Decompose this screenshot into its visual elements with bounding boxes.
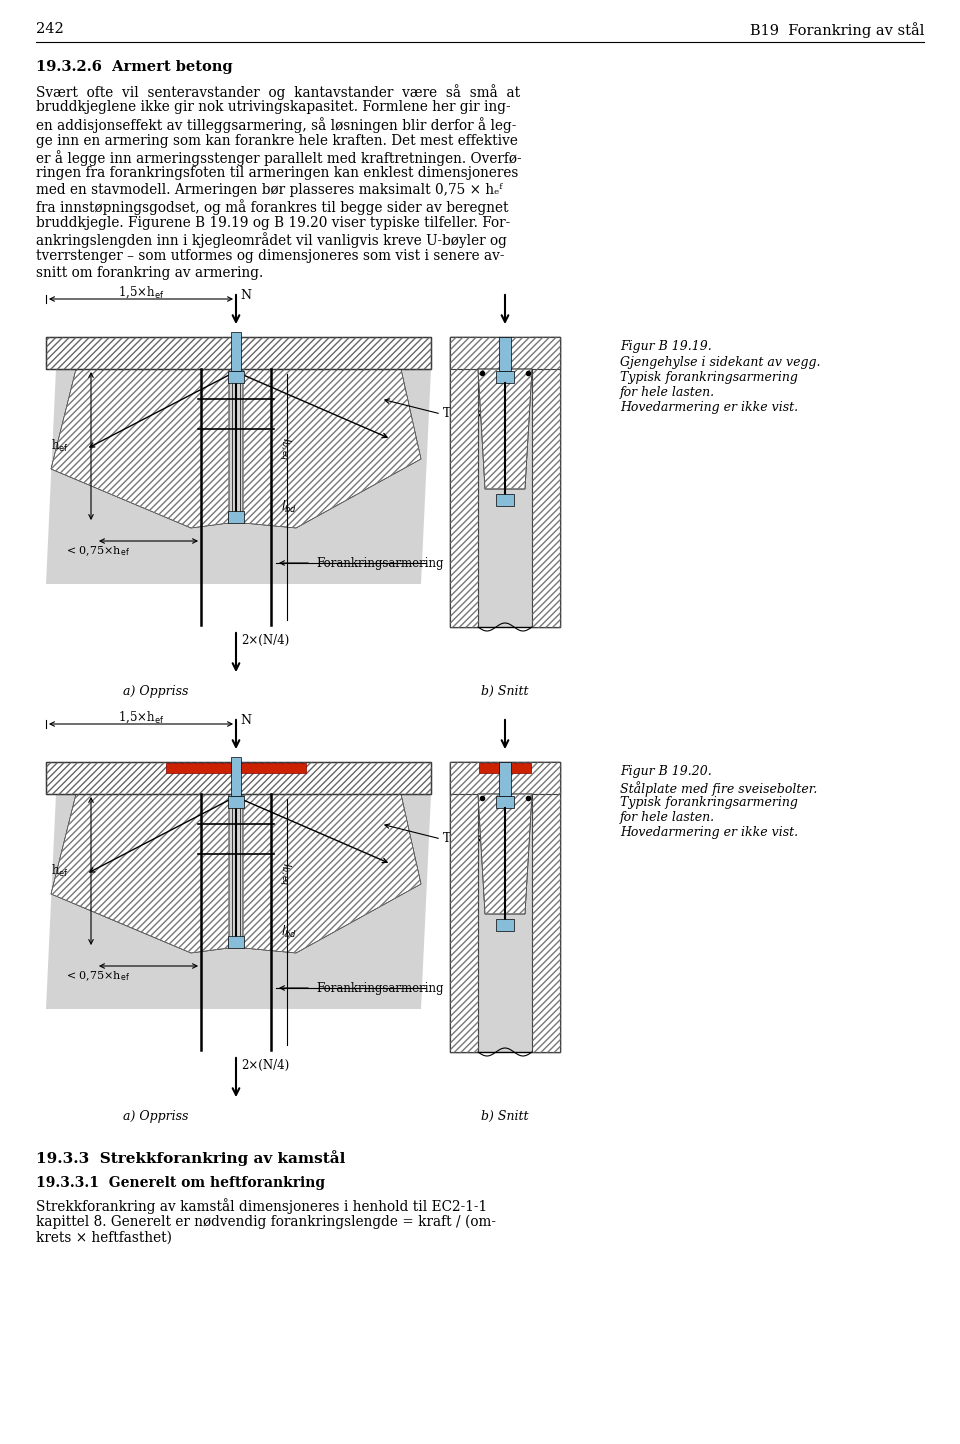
Polygon shape [478,794,532,914]
Bar [231,332,241,371]
Text: en addisjonseffekt av tilleggsarmering, så løsningen blir derfor å leg-: en addisjonseffekt av tilleggsarmering, … [36,117,516,133]
Text: 19.3.2.6  Armert betong: 19.3.2.6 Armert betong [36,61,232,74]
Text: B19  Forankring av stål: B19 Forankring av stål [750,22,924,38]
Text: a) Oppriss: a) Oppriss [123,1110,189,1123]
Bar [450,762,560,1053]
Text: Forankringsarmering: Forankringsarmering [316,982,444,995]
Bar [450,336,478,627]
Text: h$_\mathsf{ef}$: h$_\mathsf{ef}$ [51,438,69,453]
Bar [450,336,560,370]
Bar [450,336,478,627]
Bar [499,336,511,371]
Polygon shape [46,370,431,583]
Text: 19.3.3.1  Generelt om heftforankring: 19.3.3.1 Generelt om heftforankring [36,1175,325,1190]
Polygon shape [478,370,532,490]
Text: a) Oppriss: a) Oppriss [123,684,189,697]
Polygon shape [243,794,421,953]
Bar [228,511,244,523]
Bar [450,762,560,794]
Bar [450,762,478,1053]
Text: Figur B 19.20.: Figur B 19.20. [620,765,711,778]
Text: tverrstenger – som utformes og dimensjoneres som vist i senere av-: tverrstenger – som utformes og dimensjon… [36,248,505,263]
Bar [496,918,514,931]
Text: med en stavmodell. Armeringen bør plasseres maksimalt 0,75 × hₑᶠ: med en stavmodell. Armeringen bør plasse… [36,183,502,196]
Text: for hele lasten.: for hele lasten. [620,812,715,825]
Bar [532,762,560,1053]
Text: Figur B 19.19.: Figur B 19.19. [620,339,711,352]
Text: Forankringsarmering: Forankringsarmering [316,557,444,570]
Bar [532,762,560,1053]
Text: Gjengehylse i sidekant av vegg.: Gjengehylse i sidekant av vegg. [620,357,821,370]
Bar [499,762,511,796]
Text: ringen fra forankringsfoten til armeringen kan enklest dimensjoneres: ringen fra forankringsfoten til armering… [36,166,518,180]
Bar [228,371,244,383]
Bar [479,762,531,773]
Text: er å legge inn armeringsstenger parallelt med kraftretningen. Overfø-: er å legge inn armeringsstenger parallel… [36,150,521,166]
Text: 19.3.3  Strekkforankring av kamstål: 19.3.3 Strekkforankring av kamstål [36,1149,346,1165]
Text: Svært  ofte  vil  senteravstander  og  kantavstander  være  så  små  at: Svært ofte vil senteravstander og kantav… [36,84,520,100]
Text: Stålplate med fire sveisebolter.: Stålplate med fire sveisebolter. [620,781,817,796]
Text: 1,5×h$_\mathsf{ef}$: 1,5×h$_\mathsf{ef}$ [118,710,164,725]
Bar [450,336,560,627]
Polygon shape [243,370,421,529]
Text: Hovedarmering er ikke vist.: Hovedarmering er ikke vist. [620,826,798,839]
Bar [496,796,514,809]
Bar [496,371,514,383]
Text: ankringslengden inn i kjegleområdet vil vanligvis kreve U-bøyler og: ankringslengden inn i kjegleområdet vil … [36,232,507,248]
Bar [496,494,514,505]
Text: $l_{b,eq}$: $l_{b,eq}$ [276,438,292,461]
Text: fra innstøpningsgodset, og må forankres til begge sider av beregnet: fra innstøpningsgodset, og må forankres … [36,199,509,215]
Text: $l_{b,eq}$: $l_{b,eq}$ [276,862,292,885]
Text: 242: 242 [36,22,63,36]
Bar [450,762,478,1053]
Text: krets × heftfasthet): krets × heftfasthet) [36,1230,172,1245]
Polygon shape [46,794,431,1009]
Text: $l_{bd}$: $l_{bd}$ [281,924,297,940]
Text: Tverrstenger: Tverrstenger [443,832,521,845]
Text: Tverrstenger: Tverrstenger [443,407,521,420]
Bar [228,936,244,949]
Text: $l_{bd}$: $l_{bd}$ [281,500,297,516]
Bar [46,762,431,794]
Text: 2×(N/4): 2×(N/4) [241,1058,289,1071]
Text: b) Snitt: b) Snitt [481,1110,529,1123]
Text: Hovedarmering er ikke vist.: Hovedarmering er ikke vist. [620,401,798,414]
Text: bruddkjeglene ikke gir nok utrivingskapasitet. Formlene her gir ing-: bruddkjeglene ikke gir nok utrivingskapa… [36,101,511,114]
Text: bruddkjegle. Figurene B 19.19 og B 19.20 viser typiske tilfeller. For-: bruddkjegle. Figurene B 19.19 og B 19.20… [36,217,511,230]
Text: N: N [240,289,251,302]
Text: N: N [240,713,251,726]
Bar [450,762,560,794]
Text: snitt om forankring av armering.: snitt om forankring av armering. [36,266,263,280]
Bar [450,336,560,370]
Bar [166,762,306,773]
Bar [228,796,244,809]
Text: Typisk forankringsarmering: Typisk forankringsarmering [620,796,798,809]
Text: Typisk forankringsarmering: Typisk forankringsarmering [620,371,798,384]
Polygon shape [51,370,229,529]
Bar [46,762,431,794]
Text: 2×(N/4): 2×(N/4) [241,634,289,647]
Text: ge inn en armering som kan forankre hele kraften. Det mest effektive: ge inn en armering som kan forankre hele… [36,133,517,147]
Text: b) Snitt: b) Snitt [481,684,529,697]
Text: h$_\mathsf{ef}$: h$_\mathsf{ef}$ [51,864,69,879]
Text: < 0,75×h$_\mathsf{ef}$: < 0,75×h$_\mathsf{ef}$ [66,544,130,557]
Bar [46,336,431,370]
Bar [231,757,241,796]
Text: Strekkforankring av kamstål dimensjoneres i henhold til EC2-1-1: Strekkforankring av kamstål dimensjonere… [36,1199,487,1214]
Polygon shape [51,794,229,953]
Text: kapittel 8. Generelt er nødvendig forankringslengde = kraft / (om-: kapittel 8. Generelt er nødvendig forank… [36,1214,496,1229]
Text: < 0,75×h$_\mathsf{ef}$: < 0,75×h$_\mathsf{ef}$ [66,969,130,982]
Bar [46,336,431,370]
Bar [532,336,560,627]
Bar [532,336,560,627]
Text: 1,5×h$_\mathsf{ef}$: 1,5×h$_\mathsf{ef}$ [118,284,164,300]
Text: for hele lasten.: for hele lasten. [620,386,715,399]
